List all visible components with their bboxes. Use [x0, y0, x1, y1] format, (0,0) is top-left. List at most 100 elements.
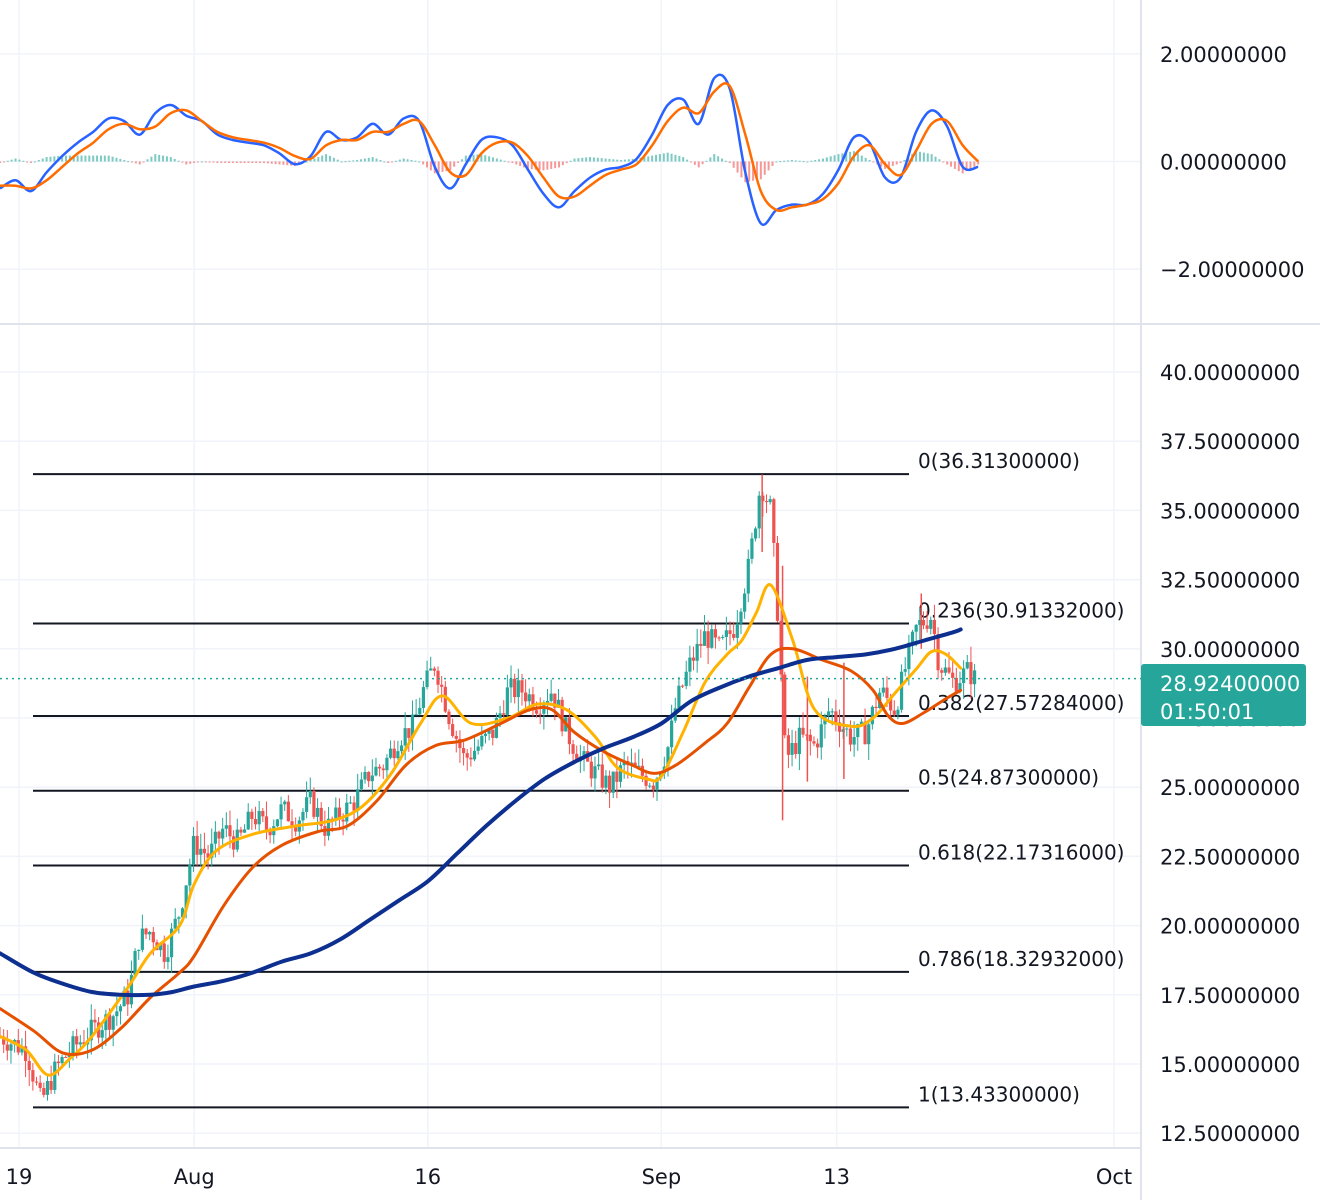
histogram-bar	[895, 161, 898, 165]
histogram-bar	[173, 158, 176, 162]
fibonacci-retracement[interactable]: 0(36.31300000) 0.236(30.91332000) 0.382(27…	[33, 449, 1124, 1109]
oscillator-axis[interactable]: 2.00000000 0.00000000 −2.00000000	[1160, 43, 1305, 282]
candle-body	[195, 835, 199, 855]
histogram-bar	[581, 157, 584, 162]
candle-body	[9, 1044, 13, 1051]
histogram-bar	[325, 154, 328, 162]
histogram-bar	[918, 151, 921, 162]
oscillator-panel[interactable]	[0, 73, 980, 227]
histogram-bar	[363, 158, 366, 162]
candle-body	[750, 538, 754, 559]
histogram-bar	[410, 160, 413, 162]
histogram-bar	[352, 160, 355, 162]
histogram-bar	[697, 161, 700, 168]
candle-body	[290, 821, 294, 827]
histogram-bar	[418, 161, 421, 163]
price-axis[interactable]: 40.00000000 37.50000000 35.00000000 32.5000…	[1160, 361, 1300, 1146]
histogram-bar	[286, 161, 289, 166]
price-tick-label: 17.50000000	[1160, 984, 1300, 1008]
histogram-bar	[787, 160, 790, 162]
candle-body	[305, 797, 309, 812]
candle-body	[454, 735, 458, 739]
histogram-bar	[398, 159, 401, 162]
histogram-bar	[810, 160, 813, 162]
histogram-bar	[585, 157, 588, 162]
candle-body	[224, 825, 228, 829]
histogram-bar	[422, 161, 425, 165]
candle-body	[53, 1061, 57, 1090]
candle-body	[31, 1070, 35, 1082]
histogram-bar	[767, 161, 770, 171]
candle-body	[699, 643, 703, 646]
candle-body	[250, 811, 254, 820]
histogram-bar	[592, 157, 595, 162]
histogram-bar	[480, 154, 483, 162]
histogram-bar	[379, 160, 382, 162]
histogram-bar	[65, 155, 68, 162]
histogram-bar	[495, 158, 498, 162]
time-tick-label: 19	[6, 1165, 33, 1189]
candle-body	[772, 499, 776, 543]
oscillator-line	[0, 73, 979, 227]
candle-body	[611, 771, 615, 793]
histogram-bar	[783, 160, 786, 162]
candle-body	[677, 685, 681, 709]
candle-body	[925, 625, 929, 629]
histogram-bar	[946, 161, 949, 165]
current-price-badge: 28.92400000 01:50:01	[1141, 664, 1306, 726]
fib-level-label: 0.236(30.91332000)	[918, 599, 1124, 623]
histogram-bar	[860, 155, 863, 162]
candle-body	[688, 657, 692, 672]
candle-body	[618, 765, 623, 782]
candle-body	[655, 778, 659, 790]
histogram-bar	[367, 157, 370, 162]
histogram-bar	[107, 155, 110, 162]
histogram-bar	[429, 161, 432, 171]
moving-averages	[0, 583, 963, 1077]
candle-body	[567, 717, 572, 745]
candle-body	[407, 728, 411, 738]
candle-body	[589, 761, 593, 779]
price-tick-label: 40.00000000	[1160, 361, 1300, 385]
histogram-bar	[488, 156, 491, 162]
candle-body	[279, 804, 283, 820]
histogram-bar	[387, 161, 390, 163]
histogram-bar	[344, 161, 347, 163]
histogram-bar	[37, 160, 40, 162]
histogram-bar	[775, 161, 778, 163]
histogram-bar	[224, 161, 227, 163]
candle-body	[867, 724, 871, 745]
candle-body	[637, 765, 641, 767]
histogram-bar	[573, 158, 576, 162]
histogram-bar	[965, 161, 968, 172]
histogram-bar	[437, 161, 440, 173]
histogram-bar	[103, 155, 106, 162]
price-panel[interactable]: 0(36.31300000) 0.236(30.91332000) 0.382(27…	[0, 449, 1141, 1109]
candle-body	[410, 714, 415, 738]
histogram-bar	[309, 160, 312, 162]
histogram-bar	[41, 158, 44, 162]
candle-body	[49, 1080, 53, 1090]
candle-body	[746, 558, 750, 594]
histogram-bar	[503, 160, 506, 162]
histogram-bar	[375, 158, 378, 162]
candle-body	[498, 713, 502, 718]
histogram-bar	[806, 161, 809, 163]
price-tick-label: 25.00000000	[1160, 776, 1300, 800]
time-axis[interactable]: 19 Aug 16 Sep 13 Oct	[6, 1165, 1133, 1189]
candle-body	[571, 744, 575, 754]
candle-body	[633, 762, 637, 767]
candle-body	[757, 495, 761, 529]
histogram-bar	[740, 161, 743, 178]
candle-body	[494, 717, 499, 738]
time-tick-label: Sep	[642, 1165, 682, 1189]
candle-body	[947, 667, 951, 673]
candle-body	[294, 826, 298, 832]
candle-body	[724, 630, 728, 637]
histogram-bar	[845, 152, 848, 162]
histogram-bar	[115, 157, 118, 162]
candle-body	[859, 721, 864, 725]
histogram-bar	[88, 155, 91, 162]
histogram-bar	[969, 161, 972, 169]
